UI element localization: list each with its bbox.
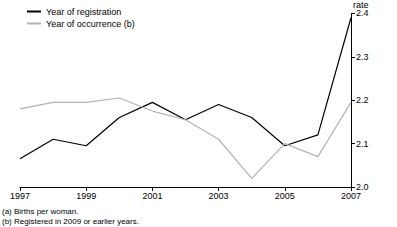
svg-text:2.4: 2.4 [356,8,369,18]
svg-text:1999: 1999 [76,191,96,201]
svg-text:2005: 2005 [275,191,295,201]
svg-text:Year of occurrence (b): Year of occurrence (b) [46,19,135,29]
svg-text:Year of registration: Year of registration [46,7,121,17]
svg-text:2.2: 2.2 [356,95,369,105]
svg-text:1997: 1997 [10,191,30,201]
svg-text:2007: 2007 [341,191,361,201]
svg-text:2003: 2003 [209,191,229,201]
svg-text:2.3: 2.3 [356,52,369,62]
svg-text:2.1: 2.1 [356,139,369,149]
svg-text:2.0: 2.0 [356,182,369,192]
svg-text:(b) Registered in 2009 or earl: (b) Registered in 2009 or earlier years. [2,217,139,226]
svg-text:(a) Births per woman.: (a) Births per woman. [2,207,78,216]
svg-text:2001: 2001 [142,191,162,201]
